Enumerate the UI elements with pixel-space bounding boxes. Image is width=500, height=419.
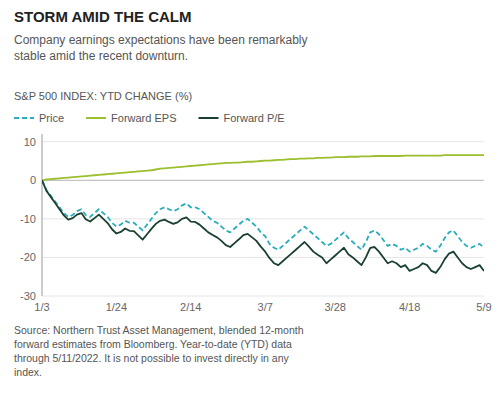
tick-label: 0 (30, 174, 36, 186)
plot-area (42, 155, 484, 273)
legend-swatch (14, 117, 34, 119)
tick-label: 1/24 (106, 301, 127, 313)
legend-entry: Price (39, 112, 64, 124)
tick-label: 3/7 (258, 301, 273, 313)
tick-label: 2/14 (180, 301, 201, 313)
legend-swatch (86, 117, 106, 119)
y-axis (42, 134, 43, 296)
grid-line (42, 180, 484, 181)
axis-label: S&P 500 INDEX: YTD CHANGE (%) (14, 90, 192, 102)
line (42, 180, 484, 251)
title: STORM AMID THE CALM (14, 8, 192, 25)
tick-label: 10 (24, 136, 36, 148)
legend: Price Forward EPS Forward P/E (14, 112, 285, 124)
grid-line (42, 296, 484, 297)
tick-label: 3/28 (324, 301, 345, 313)
tick-label: 4/18 (399, 301, 420, 313)
subtitle: Company earnings expectations have been … (14, 33, 308, 63)
grid (42, 142, 484, 296)
grid-line (42, 257, 484, 258)
line (42, 180, 484, 273)
legend-entry: Forward EPS (111, 112, 176, 124)
line (42, 155, 484, 180)
legend-entry: Forward P/E (223, 112, 284, 124)
chart: STORM AMID THE CALM Company earnings expe… (0, 0, 500, 419)
source: Source: Northern Trust Asset Management,… (14, 324, 304, 378)
tick-label: -10 (20, 213, 36, 225)
grid-line (42, 141, 484, 142)
tick-label: -20 (20, 251, 36, 263)
legend-swatch (198, 117, 218, 119)
tick-label: 1/3 (34, 301, 49, 313)
tick-label: 5/9 (476, 301, 491, 313)
